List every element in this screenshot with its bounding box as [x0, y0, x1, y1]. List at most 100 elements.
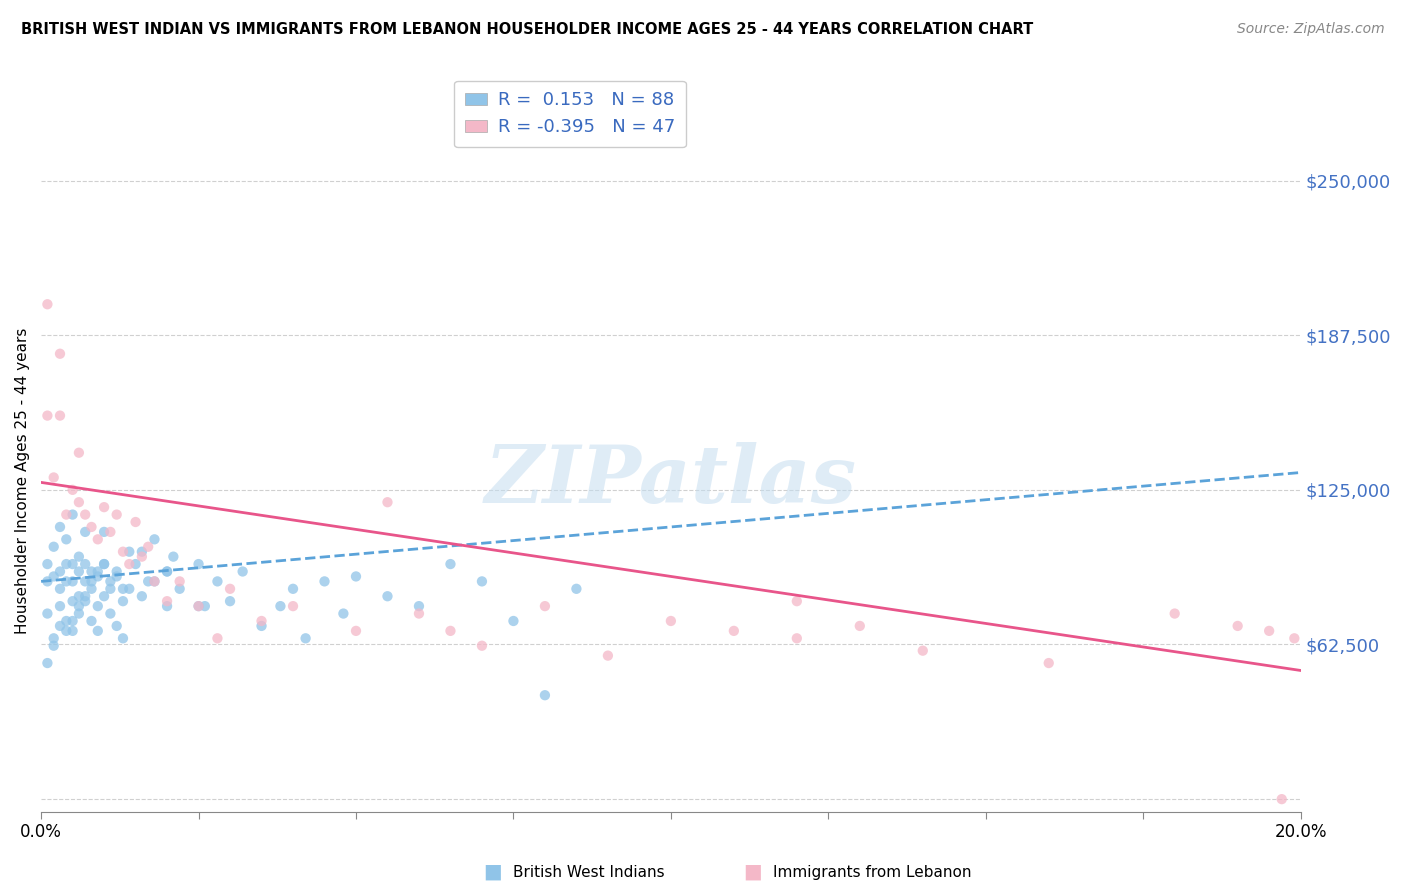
Point: [42, 639, 65, 653]
Point: [62, 557, 84, 571]
Point: [49, 520, 72, 534]
Text: ▪: ▪: [482, 858, 502, 887]
Point: [37, 297, 59, 311]
Point: [187, 599, 209, 614]
Point: [659, 614, 682, 628]
Point: [187, 599, 209, 614]
Point: [105, 565, 128, 579]
Point: [62, 574, 84, 589]
Point: [219, 594, 242, 608]
Point: [62, 614, 84, 628]
Point: [534, 688, 557, 702]
Point: [80, 565, 103, 579]
Text: Source: ZipAtlas.com: Source: ZipAtlas.com: [1237, 22, 1385, 37]
Point: [67, 565, 90, 579]
Point: [37, 607, 59, 621]
Text: ▪: ▪: [742, 858, 762, 887]
Point: [596, 648, 619, 663]
Point: [80, 574, 103, 589]
Point: [55, 557, 77, 571]
Point: [87, 599, 110, 614]
Point: [143, 574, 166, 589]
Point: [49, 599, 72, 614]
Point: [67, 495, 90, 509]
Point: [169, 582, 191, 596]
Point: [67, 599, 90, 614]
Point: [207, 574, 229, 589]
Point: [49, 565, 72, 579]
Point: [344, 569, 367, 583]
Point: [49, 619, 72, 633]
Point: [439, 557, 461, 571]
Legend: R =  0.153   N = 88, R = -0.395   N = 47: R = 0.153 N = 88, R = -0.395 N = 47: [454, 80, 686, 147]
Point: [80, 582, 103, 596]
Point: [93, 589, 115, 603]
Point: [118, 544, 141, 558]
Point: [131, 589, 153, 603]
Point: [131, 549, 153, 564]
Point: [93, 557, 115, 571]
Point: [49, 409, 72, 423]
Point: [105, 619, 128, 633]
Point: [565, 582, 588, 596]
Point: [156, 594, 179, 608]
Point: [124, 557, 146, 571]
Point: [80, 614, 103, 628]
Point: [93, 500, 115, 515]
Point: [62, 594, 84, 608]
Point: [87, 533, 110, 547]
Point: [1226, 619, 1249, 633]
Point: [93, 524, 115, 539]
Point: [42, 540, 65, 554]
Point: [100, 582, 122, 596]
Point: [723, 624, 745, 638]
Point: [118, 582, 141, 596]
Point: [281, 599, 304, 614]
Point: [314, 574, 336, 589]
Point: [408, 607, 430, 621]
Point: [37, 409, 59, 423]
Point: [1284, 632, 1306, 646]
Point: [281, 582, 304, 596]
Point: [37, 574, 59, 589]
Point: [408, 599, 430, 614]
Point: [250, 619, 273, 633]
Point: [62, 624, 84, 638]
Point: [49, 582, 72, 596]
Point: [294, 632, 316, 646]
Point: [118, 557, 141, 571]
Point: [105, 569, 128, 583]
Point: [131, 544, 153, 558]
Point: [55, 614, 77, 628]
Point: [124, 515, 146, 529]
Point: [67, 589, 90, 603]
Point: [502, 614, 524, 628]
Point: [219, 582, 242, 596]
Point: [162, 549, 184, 564]
Text: ZIPatlas: ZIPatlas: [485, 442, 856, 520]
Point: [100, 607, 122, 621]
Point: [169, 574, 191, 589]
Point: [111, 594, 134, 608]
Point: [111, 632, 134, 646]
Point: [207, 632, 229, 646]
Point: [67, 607, 90, 621]
Point: [42, 632, 65, 646]
Point: [49, 347, 72, 361]
Point: [75, 508, 97, 522]
Point: [1271, 792, 1294, 806]
Point: [93, 557, 115, 571]
Point: [786, 632, 808, 646]
Point: [75, 589, 97, 603]
Point: [75, 557, 97, 571]
Point: [156, 565, 179, 579]
Point: [62, 508, 84, 522]
Point: [87, 624, 110, 638]
Point: [232, 565, 254, 579]
Point: [377, 589, 399, 603]
Point: [911, 643, 934, 657]
Point: [1163, 607, 1185, 621]
Point: [194, 599, 217, 614]
Point: [332, 607, 354, 621]
Point: [377, 495, 399, 509]
